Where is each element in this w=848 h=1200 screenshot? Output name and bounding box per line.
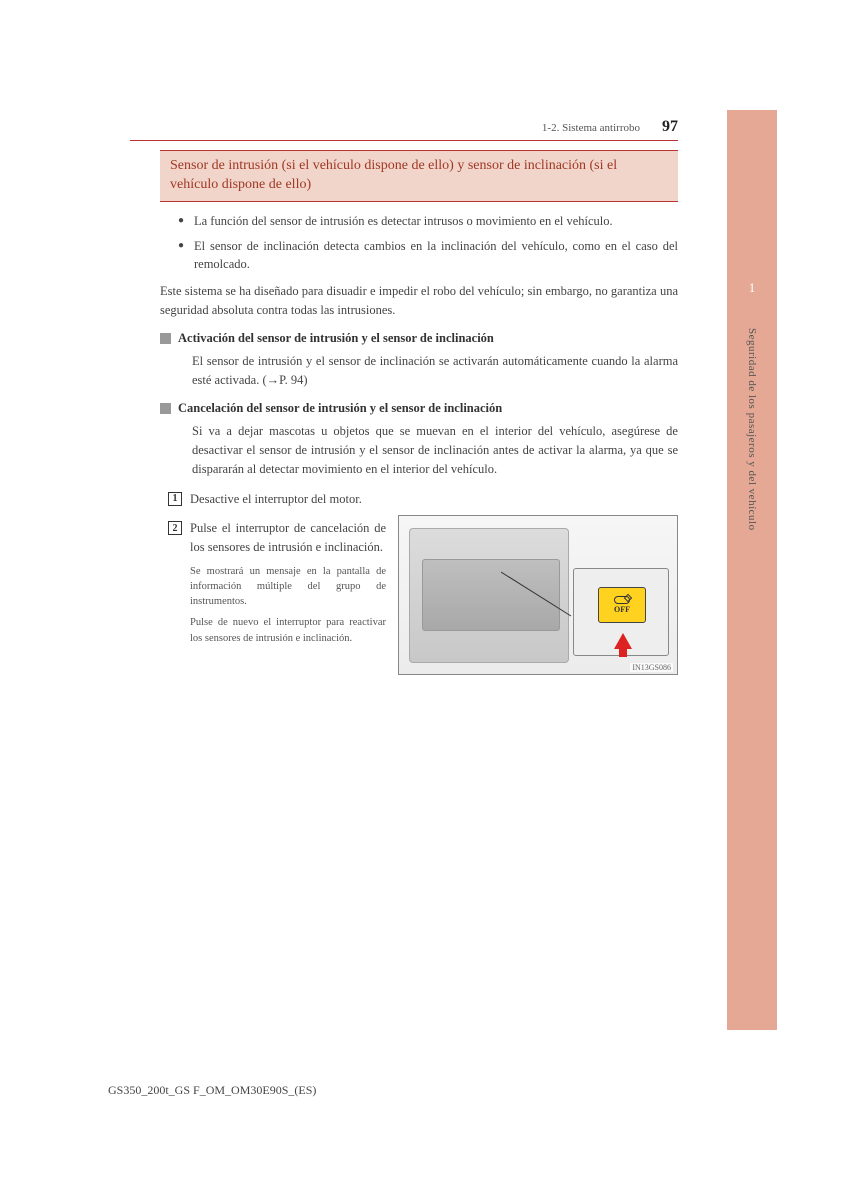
section-reference: 1-2. Sistema antirrobo	[542, 122, 640, 134]
sensor-icon	[614, 596, 630, 604]
step-number-box: 1	[168, 492, 182, 506]
illustration-code: IN13GS086	[630, 663, 673, 672]
red-arrow-icon	[614, 633, 632, 649]
off-button-label: OFF	[614, 605, 630, 614]
topic-title: Sensor de intrusión (si el vehículo disp…	[160, 150, 678, 202]
step-text: Pulse el interruptor de cancelación de l…	[190, 519, 386, 558]
dashboard-illustration: OFF IN13GS086	[398, 515, 678, 675]
step-note: Pulse de nuevo el interruptor para react…	[190, 615, 386, 645]
step-2-block: 2 Pulse el interruptor de cancelación de…	[168, 515, 678, 675]
document-footer: GS350_200t_GS F_OM_OM30E90S_(ES)	[108, 1083, 316, 1098]
step-number-box: 2	[168, 521, 182, 535]
step-2-text-column: 2 Pulse el interruptor de cancelación de…	[168, 515, 386, 675]
list-item: El sensor de inclinación detecta cambios…	[178, 237, 678, 275]
bullet-list: La función del sensor de intrusión es de…	[178, 212, 678, 274]
chapter-label: Seguridad de los pasajeros y del vehícul…	[746, 328, 758, 531]
dashboard-panel-graphic	[409, 528, 569, 663]
step-text: Desactive el interruptor del motor.	[190, 490, 678, 509]
subsection-body: El sensor de intrusión y el sensor de in…	[192, 352, 678, 391]
off-button-graphic: OFF	[598, 587, 646, 623]
chapter-number: 1	[727, 280, 777, 296]
page-header: 1-2. Sistema antirrobo 97	[130, 118, 678, 141]
step-1: 1 Desactive el interruptor del motor.	[168, 490, 678, 509]
step-note: Se mostrará un mensaje en la pantalla de…	[190, 564, 386, 610]
intro-paragraph: Este sistema se ha diseñado para disuadi…	[160, 282, 678, 321]
subsection-heading: Cancelación del sensor de intrusión y el…	[160, 401, 678, 416]
page-content: Sensor de intrusión (si el vehículo disp…	[160, 150, 678, 675]
callout-zoom-box: OFF	[573, 568, 669, 656]
chapter-side-tab: 1 Seguridad de los pasajeros y del vehíc…	[727, 110, 777, 1030]
sensor-button-graphic	[488, 577, 510, 591]
subsection-body: Si va a dejar mascotas u objetos que se …	[192, 422, 678, 480]
subsection-heading: Activación del sensor de intrusión y el …	[160, 331, 678, 346]
list-item: La función del sensor de intrusión es de…	[178, 212, 678, 231]
manual-page: 1 Seguridad de los pasajeros y del vehíc…	[0, 0, 848, 1200]
step-2: 2 Pulse el interruptor de cancelación de…	[168, 519, 386, 558]
page-number: 97	[662, 118, 678, 136]
